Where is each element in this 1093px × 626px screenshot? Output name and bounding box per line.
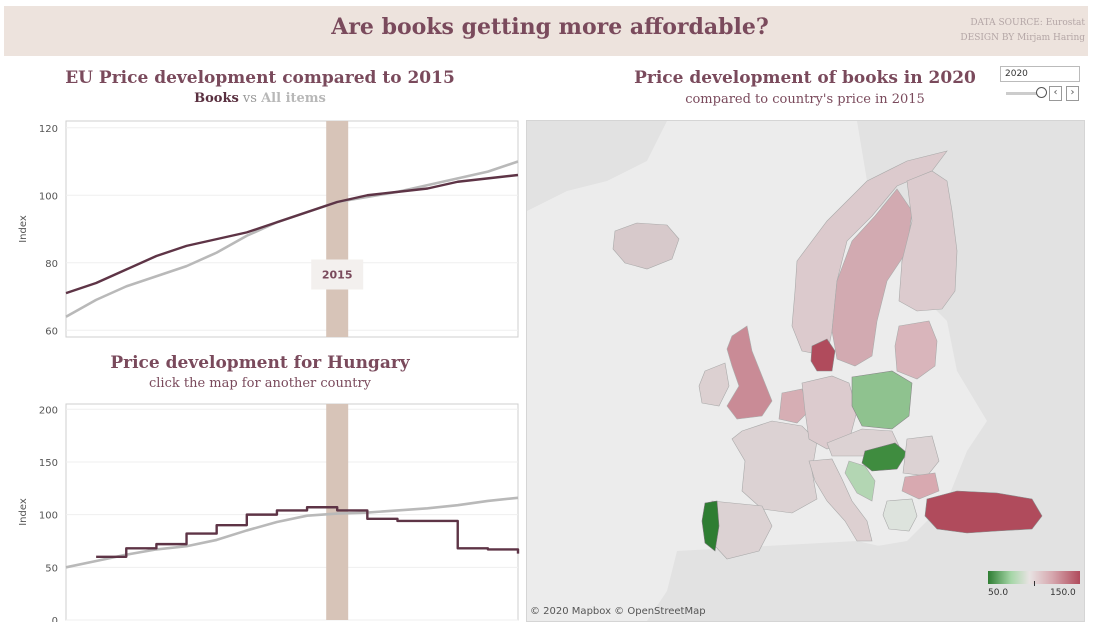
y-tick-label: 120 <box>39 124 58 135</box>
color-legend-marker <box>1034 581 1035 586</box>
eu-panel-title: EU Price development compared to 2015 <box>65 68 455 88</box>
design-by-label: DESIGN BY Mirjam Haring <box>960 33 1085 43</box>
map-panel-title: Price development of books in 2020 <box>634 68 976 88</box>
y-tick-label: 80 <box>45 259 58 270</box>
dashboard-title: Are books getting more affordable? <box>331 14 769 40</box>
y-tick-label: 150 <box>39 458 58 469</box>
color-legend-min: 50.0 <box>988 588 1009 598</box>
country-poland[interactable] <box>851 370 913 430</box>
legend-books[interactable]: Books <box>194 91 239 106</box>
chevron-right-icon: › <box>1070 87 1075 98</box>
data-source-label: DATA SOURCE: Eurostat <box>970 18 1085 28</box>
books-series-line <box>96 506 520 558</box>
y-tick-label: 60 <box>45 326 58 337</box>
country-france[interactable] <box>731 420 818 514</box>
header-bar <box>4 6 1088 56</box>
hungary-price-chart[interactable]: 0 50 100 150 200 Index <box>8 402 520 622</box>
country-ireland[interactable] <box>698 362 730 407</box>
y-tick-label: 0 <box>52 616 58 622</box>
chevron-left-icon: ‹ <box>1053 87 1058 98</box>
year-2015-band <box>326 121 349 337</box>
legend-vs: vs <box>242 91 257 106</box>
y-axis-label: Index <box>18 215 29 243</box>
country-norway[interactable] <box>791 150 948 357</box>
plot-area <box>65 403 519 621</box>
land-east <box>827 121 1084 621</box>
year-2015-band <box>326 404 349 620</box>
country-baltics[interactable] <box>894 320 938 380</box>
year-slider-track[interactable] <box>1006 92 1042 95</box>
legend-all-items[interactable]: All items <box>261 91 326 106</box>
country-benelux[interactable] <box>778 388 810 424</box>
y-tick-label: 50 <box>45 563 58 574</box>
country-bulgaria[interactable] <box>901 472 940 500</box>
next-year-button[interactable]: › <box>1066 86 1079 101</box>
credits: DATA SOURCE: Eurostat DESIGN BY Mirjam H… <box>960 16 1085 46</box>
map-panel-subtitle: compared to country's price in 2015 <box>685 92 925 107</box>
country-romania[interactable] <box>902 435 940 477</box>
prev-year-button[interactable]: ‹ <box>1049 86 1062 101</box>
europe-map[interactable] <box>526 120 1085 622</box>
country-iceland[interactable] <box>612 222 680 270</box>
country-portugal[interactable] <box>701 500 720 552</box>
all-items-series-line <box>65 496 519 569</box>
hungary-panel-title: Price development for Hungary <box>110 353 410 373</box>
y-tick-label: 100 <box>39 511 58 522</box>
map-attribution: © 2020 Mapbox © OpenStreetMap <box>530 606 706 617</box>
books-series-line <box>65 173 519 295</box>
year-selector[interactable]: 2020 <box>1000 66 1080 82</box>
country-turkey[interactable] <box>924 490 1043 534</box>
country-hungary[interactable] <box>861 442 908 472</box>
country-italy[interactable] <box>808 458 873 542</box>
color-legend-max: 150.0 <box>1050 588 1076 598</box>
color-legend-bar <box>988 571 1080 584</box>
band-label-bg <box>311 259 364 290</box>
country-finland[interactable] <box>898 170 958 312</box>
y-tick-label: 100 <box>39 191 58 202</box>
year-slider-thumb[interactable] <box>1036 87 1047 98</box>
country-sweden[interactable] <box>831 188 913 367</box>
land-greenland <box>527 121 667 211</box>
country-balkans[interactable] <box>844 460 876 502</box>
country-greece[interactable] <box>882 498 918 532</box>
country-denmark[interactable] <box>810 338 836 372</box>
country-uk[interactable] <box>726 325 773 420</box>
plot-area <box>65 120 519 338</box>
eu-panel-legend: Books vs All items <box>10 91 510 106</box>
y-axis-label: Index <box>18 498 29 526</box>
land-africa <box>647 541 1084 621</box>
hungary-panel-subtitle: click the map for another country <box>148 376 372 391</box>
y-tick-label: 200 <box>39 405 58 416</box>
band-label: 2015 <box>322 269 353 282</box>
eu-price-chart[interactable]: 60 80 100 120 Index 2015 <box>8 119 520 339</box>
